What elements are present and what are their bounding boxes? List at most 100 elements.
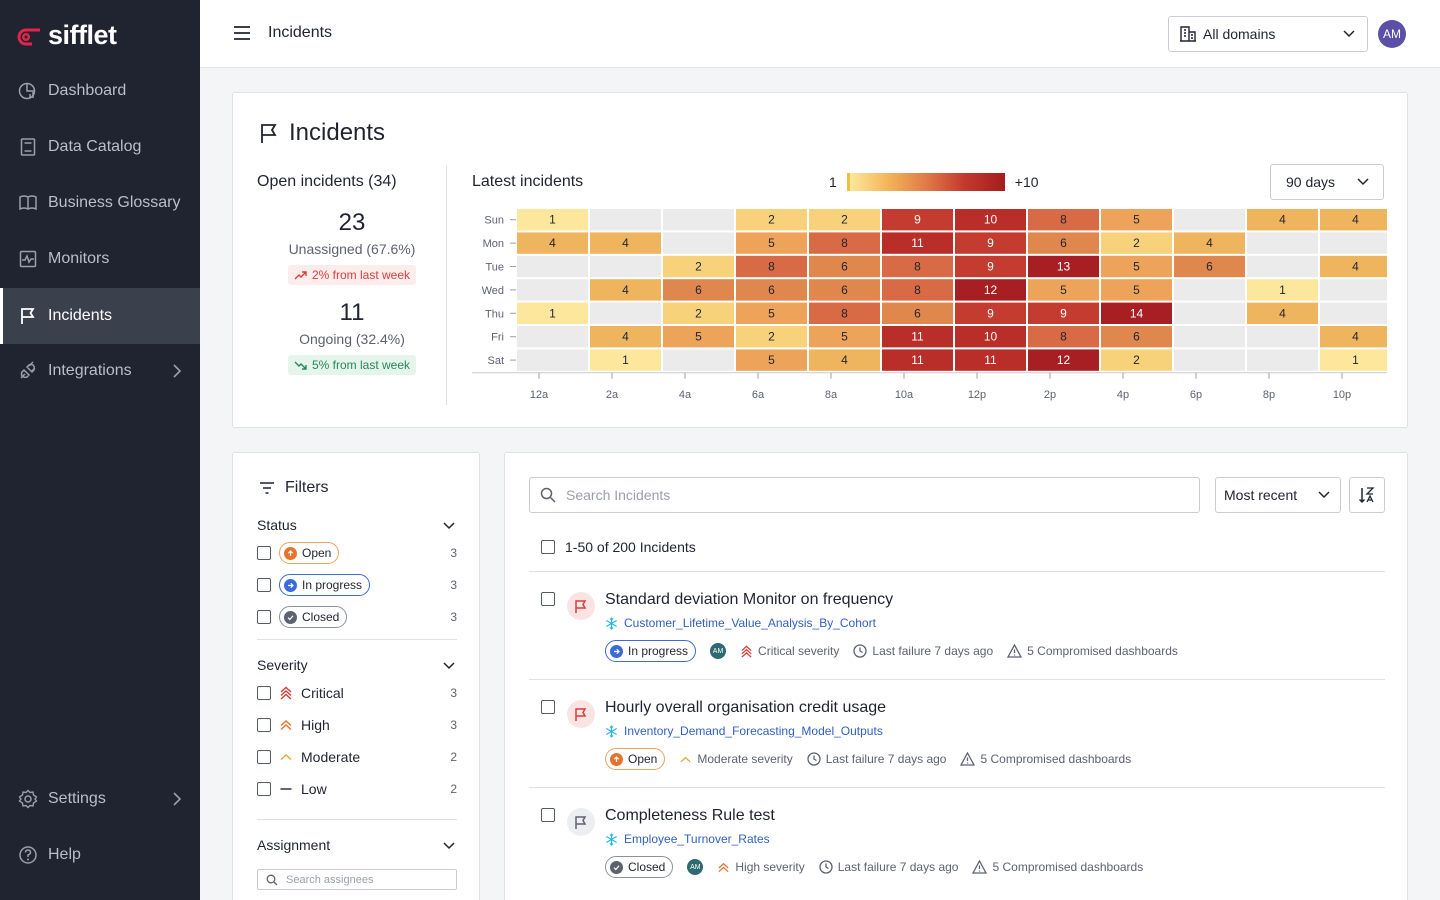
- heatmap-cell[interactable]: [1028, 302, 1099, 324]
- checkbox[interactable]: [257, 578, 271, 592]
- heatmap-cell[interactable]: [1320, 349, 1387, 371]
- heatmap-cell[interactable]: [955, 349, 1026, 371]
- sort-direction-button[interactable]: [1349, 477, 1385, 513]
- severity-filter-high[interactable]: High 3: [257, 709, 457, 741]
- heatmap-cell[interactable]: [955, 209, 1026, 231]
- heatmap-cell[interactable]: [882, 326, 953, 348]
- heatmap-cell[interactable]: [1247, 279, 1318, 301]
- status-pill-closed[interactable]: Closed: [605, 856, 674, 878]
- checkbox[interactable]: [257, 750, 271, 764]
- incident-dashboards[interactable]: 5 Compromised dashboards: [960, 752, 1131, 766]
- incident-dashboards[interactable]: 5 Compromised dashboards: [972, 860, 1143, 874]
- heatmap-cell[interactable]: [736, 349, 807, 371]
- heatmap-cell[interactable]: [882, 302, 953, 324]
- status-filter-closed[interactable]: Closed 3: [257, 601, 457, 633]
- assignee-avatar[interactable]: AM: [710, 643, 727, 659]
- heatmap-cell[interactable]: [955, 302, 1026, 324]
- heatmap-cell[interactable]: [517, 279, 588, 301]
- heatmap-cell[interactable]: [1174, 279, 1245, 301]
- sidebar-item-data-catalog[interactable]: Data Catalog: [0, 119, 200, 175]
- heatmap-cell[interactable]: [809, 349, 880, 371]
- incident-row[interactable]: Completeness Rule test Employee_Turnover…: [529, 787, 1385, 895]
- heatmap-cell[interactable]: [663, 209, 734, 231]
- heatmap-cell[interactable]: [1028, 349, 1099, 371]
- sidebar-item-settings[interactable]: Settings: [0, 771, 200, 827]
- heatmap-cell[interactable]: [1320, 209, 1387, 231]
- assignment-filter-header[interactable]: Assignment: [257, 837, 457, 857]
- heatmap-cell[interactable]: [809, 232, 880, 254]
- heatmap-cell[interactable]: [1247, 349, 1318, 371]
- heatmap-cell[interactable]: [1247, 326, 1318, 348]
- sidebar-item-monitors[interactable]: Monitors: [0, 231, 200, 287]
- heatmap-cell[interactable]: [809, 302, 880, 324]
- sidebar-item-help[interactable]: Help: [0, 827, 200, 883]
- heatmap-cell[interactable]: [663, 349, 734, 371]
- heatmap-cell[interactable]: [663, 302, 734, 324]
- status-filter-in-progress[interactable]: In progress 3: [257, 569, 457, 601]
- sidebar-item-incidents[interactable]: Incidents: [0, 288, 200, 344]
- heatmap-cell[interactable]: [809, 279, 880, 301]
- checkbox[interactable]: [257, 546, 271, 560]
- menu-icon[interactable]: [233, 25, 251, 41]
- heatmap-cell[interactable]: [736, 302, 807, 324]
- heatmap-cell[interactable]: [1247, 232, 1318, 254]
- severity-filter-header[interactable]: Severity: [257, 657, 457, 677]
- status-filter-header[interactable]: Status: [257, 517, 457, 537]
- incident-checkbox[interactable]: [541, 808, 555, 822]
- heatmap-cell[interactable]: [882, 255, 953, 278]
- heatmap-cell[interactable]: [1101, 302, 1172, 324]
- heatmap-cell[interactable]: [1174, 209, 1245, 231]
- heatmap-cell[interactable]: [1320, 232, 1387, 254]
- heatmap-cell[interactable]: [882, 209, 953, 231]
- status-pill-open[interactable]: Open: [605, 748, 666, 770]
- heatmap-cell[interactable]: [1247, 255, 1318, 278]
- heatmap-cell[interactable]: [955, 326, 1026, 348]
- heatmap-cell[interactable]: [590, 209, 661, 231]
- heatmap-cell[interactable]: [955, 232, 1026, 254]
- heatmap-cell[interactable]: [809, 326, 880, 348]
- assignee-search-input[interactable]: Search assignees: [257, 869, 457, 890]
- heatmap-cell[interactable]: [663, 279, 734, 301]
- heatmap-cell[interactable]: [955, 255, 1026, 278]
- heatmap-cell[interactable]: [663, 326, 734, 348]
- heatmap-cell[interactable]: [1101, 255, 1172, 278]
- heatmap-cell[interactable]: [517, 349, 588, 371]
- incident-title[interactable]: Standard deviation Monitor on frequency: [605, 591, 894, 608]
- heatmap-cell[interactable]: [1101, 349, 1172, 371]
- heatmap-cell[interactable]: [1174, 349, 1245, 371]
- heatmap-cell[interactable]: [1320, 302, 1387, 324]
- heatmap-cell[interactable]: [1101, 279, 1172, 301]
- heatmap-cell[interactable]: [517, 209, 588, 231]
- severity-filter-critical[interactable]: Critical 3: [257, 677, 457, 709]
- heatmap-cell[interactable]: [1247, 302, 1318, 324]
- heatmap-cell[interactable]: [1320, 255, 1387, 278]
- heatmap-cell[interactable]: [517, 232, 588, 254]
- incident-checkbox[interactable]: [541, 700, 555, 714]
- heatmap-cell[interactable]: [1101, 209, 1172, 231]
- sidebar-item-dashboard[interactable]: Dashboard: [0, 63, 200, 119]
- heatmap-cell[interactable]: [736, 209, 807, 231]
- incident-dataset-link[interactable]: Employee_Turnover_Rates: [605, 832, 770, 846]
- sort-select[interactable]: Most recent: [1215, 477, 1341, 513]
- heatmap-cell[interactable]: [590, 279, 661, 301]
- status-pill-in-progress[interactable]: In progress: [605, 640, 697, 662]
- heatmap-cell[interactable]: [517, 326, 588, 348]
- select-all-checkbox[interactable]: [541, 540, 555, 554]
- incident-title[interactable]: Hourly overall organisation credit usage: [605, 699, 887, 716]
- heatmap-cell[interactable]: [517, 255, 588, 278]
- checkbox[interactable]: [257, 718, 271, 732]
- heatmap-cell[interactable]: [882, 232, 953, 254]
- checkbox[interactable]: [257, 782, 271, 796]
- status-filter-open[interactable]: Open 3: [257, 537, 457, 569]
- incident-dashboards[interactable]: 5 Compromised dashboards: [1007, 644, 1178, 658]
- checkbox[interactable]: [257, 686, 271, 700]
- heatmap-cell[interactable]: [1101, 326, 1172, 348]
- heatmap-cell[interactable]: [1320, 326, 1387, 348]
- heatmap-cell[interactable]: [736, 255, 807, 278]
- sidebar-item-business-glossary[interactable]: Business Glossary: [0, 175, 200, 231]
- heatmap-cell[interactable]: [1028, 232, 1099, 254]
- heatmap-cell[interactable]: [1174, 232, 1245, 254]
- heatmap-cell[interactable]: [809, 209, 880, 231]
- heatmap-cell[interactable]: [590, 302, 661, 324]
- heatmap-cell[interactable]: [1028, 279, 1099, 301]
